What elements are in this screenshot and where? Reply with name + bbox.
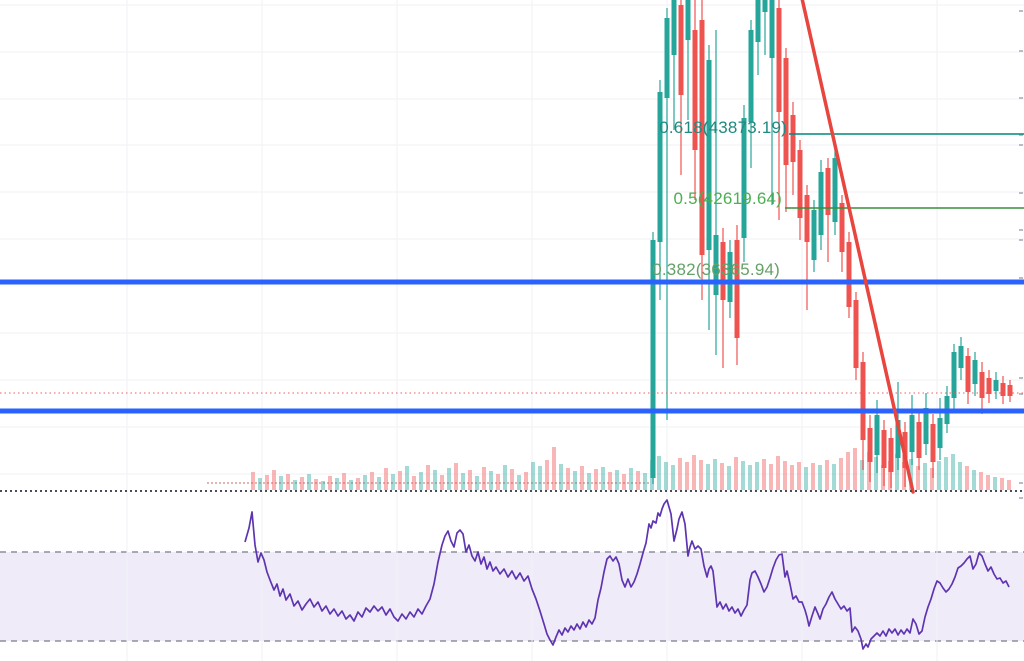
trend-line[interactable] (800, 0, 915, 494)
rsi-line (244, 499, 1010, 650)
fib-label-0382[interactable]: 0.382(36365.94) (652, 260, 780, 279)
axis-tick-remnants (1019, 10, 1023, 499)
rsi-band (0, 551, 1024, 642)
volume-bars (251, 447, 1011, 490)
fib-label-05[interactable]: 0.5(42619.64) (673, 189, 782, 208)
candlesticks (650, 0, 1013, 488)
fib-retracement-lines[interactable] (785, 133, 1024, 209)
early-price-trail (207, 482, 649, 484)
horizontal-support-lines[interactable] (0, 279, 1024, 414)
fib-label-0618[interactable]: 0.618(43873.19) (659, 118, 787, 137)
